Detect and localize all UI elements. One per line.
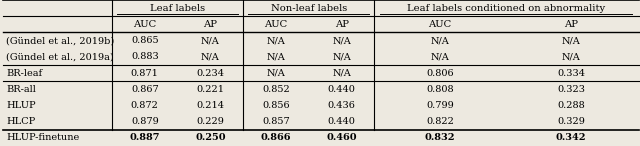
Text: 0.436: 0.436: [328, 101, 356, 110]
Text: 0.871: 0.871: [131, 68, 159, 78]
Text: 0.856: 0.856: [262, 101, 290, 110]
Text: 0.214: 0.214: [196, 101, 225, 110]
Text: Leaf labels conditioned on abnormality: Leaf labels conditioned on abnormality: [406, 4, 605, 13]
Text: 0.852: 0.852: [262, 85, 290, 94]
Text: N/A: N/A: [431, 52, 449, 61]
Text: BR-all: BR-all: [6, 85, 36, 94]
Text: 0.288: 0.288: [557, 101, 585, 110]
Text: N/A: N/A: [201, 36, 220, 45]
Text: Leaf labels: Leaf labels: [150, 4, 205, 13]
Text: Non-leaf labels: Non-leaf labels: [271, 4, 347, 13]
Text: N/A: N/A: [201, 52, 220, 61]
Text: 0.342: 0.342: [556, 133, 586, 142]
Text: N/A: N/A: [332, 52, 351, 61]
Text: N/A: N/A: [562, 52, 580, 61]
Text: 0.879: 0.879: [131, 117, 159, 126]
Text: 0.334: 0.334: [557, 68, 585, 78]
Text: AP: AP: [204, 20, 218, 29]
Text: AUC: AUC: [133, 20, 156, 29]
Text: 0.857: 0.857: [262, 117, 290, 126]
Text: 0.866: 0.866: [260, 133, 291, 142]
Text: N/A: N/A: [267, 36, 285, 45]
Text: 0.832: 0.832: [425, 133, 455, 142]
Text: AUC: AUC: [264, 20, 287, 29]
Text: N/A: N/A: [267, 68, 285, 78]
Text: N/A: N/A: [267, 52, 285, 61]
Text: AUC: AUC: [428, 20, 452, 29]
Text: N/A: N/A: [332, 68, 351, 78]
Text: 0.329: 0.329: [557, 117, 585, 126]
Text: 0.872: 0.872: [131, 101, 159, 110]
Text: 0.799: 0.799: [426, 101, 454, 110]
Text: 0.460: 0.460: [326, 133, 357, 142]
Text: N/A: N/A: [332, 36, 351, 45]
Text: AP: AP: [335, 20, 349, 29]
Text: HLUP-finetune: HLUP-finetune: [6, 133, 79, 142]
Text: 0.887: 0.887: [129, 133, 160, 142]
Text: HLCP: HLCP: [6, 117, 36, 126]
Text: AP: AP: [564, 20, 578, 29]
Text: 0.250: 0.250: [195, 133, 226, 142]
Text: 0.822: 0.822: [426, 117, 454, 126]
Text: 0.323: 0.323: [557, 85, 585, 94]
Text: 0.883: 0.883: [131, 52, 159, 61]
Text: 0.865: 0.865: [131, 36, 159, 45]
Text: BR-leaf: BR-leaf: [6, 68, 42, 78]
Text: 0.867: 0.867: [131, 85, 159, 94]
Text: (Gündel et al., 2019b): (Gündel et al., 2019b): [6, 36, 115, 45]
Text: HLUP: HLUP: [6, 101, 36, 110]
Text: 0.440: 0.440: [328, 85, 356, 94]
Text: 0.234: 0.234: [196, 68, 225, 78]
Text: N/A: N/A: [562, 36, 580, 45]
Text: (Gündel et al., 2019a): (Gündel et al., 2019a): [6, 52, 114, 61]
Text: 0.806: 0.806: [426, 68, 454, 78]
Text: 0.808: 0.808: [426, 85, 454, 94]
Text: 0.440: 0.440: [328, 117, 356, 126]
Text: 0.229: 0.229: [196, 117, 225, 126]
Text: N/A: N/A: [431, 36, 449, 45]
Text: 0.221: 0.221: [196, 85, 225, 94]
